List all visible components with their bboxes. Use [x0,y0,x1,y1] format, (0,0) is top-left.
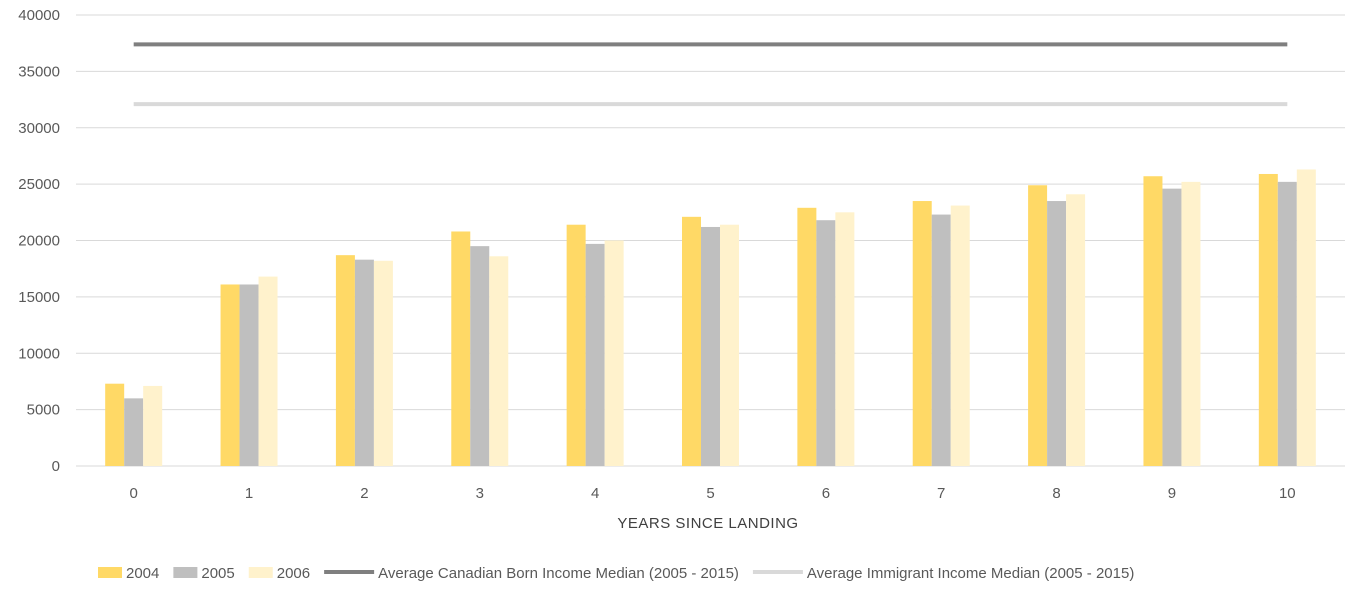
bar-2006-3 [489,256,509,466]
y-tick-label: 20000 [18,233,60,250]
x-tick-label: 7 [937,485,945,502]
legend-swatch [248,567,273,578]
y-tick-label: 0 [52,458,60,475]
legend-label: 2004 [126,565,159,582]
bar-2005-9 [1162,188,1182,466]
bar-2005-2 [354,259,374,466]
x-tick-label: 0 [130,485,138,502]
y-tick-label: 40000 [18,7,60,24]
bar-2005-10 [1277,181,1297,466]
bar-2004-4 [566,224,586,466]
x-axis: 0 1 2 3 4 5 6 7 8 9 10 [130,485,1296,502]
x-tick-label: 4 [591,485,599,502]
y-tick-label: 5000 [27,402,60,419]
bar-2006-2 [373,260,393,466]
bar-2006-6 [835,212,855,466]
bar-series [105,169,1316,467]
line-series [133,42,1288,107]
y-tick-label: 35000 [18,63,60,80]
bar-2004-0 [105,383,125,466]
bar-2005-4 [585,243,605,466]
x-tick-label: 10 [1279,485,1296,502]
bar-2005-7 [931,214,951,466]
bar-2004-5 [682,216,701,466]
bar-2005-6 [816,220,836,466]
y-tick-label: 30000 [18,120,60,137]
bar-2005-5 [701,226,720,466]
x-tick-label: 9 [1168,485,1176,502]
legend-swatch [98,567,122,578]
bar-2006-5 [720,224,739,466]
bar-2006-1 [258,276,278,466]
x-axis-title: YEARS SINCE LANDING [617,515,798,532]
bar-2006-9 [1181,181,1201,466]
bar-2004-8 [1028,185,1048,466]
bar-2004-2 [335,255,355,466]
legend-label: 2005 [201,565,234,582]
y-tick-label: 10000 [18,345,60,362]
legend: 2004 2005 2006 Average Canadian Born Income… [98,565,1134,582]
y-tick-label: 15000 [18,289,60,306]
bar-2005-1 [239,284,259,466]
bar-2004-10 [1258,173,1278,467]
bar-2006-4 [604,240,624,466]
bar-2005-0 [124,398,144,466]
legend-label: Average Canadian Born Income Median (200… [378,565,739,582]
x-tick-label: 3 [476,485,484,502]
bar-2004-1 [220,284,240,466]
x-tick-label: 5 [706,485,714,502]
x-tick-label: 8 [1052,485,1060,502]
y-axis: 0 5000 10000 15000 20000 25000 30000 35000 40000 [18,7,60,475]
legend-label: 2006 [277,565,310,582]
bar-2004-7 [912,201,932,466]
bar-2006-10 [1296,169,1316,466]
x-tick-label: 1 [245,485,253,502]
bar-2005-8 [1047,201,1067,466]
bar-2004-9 [1143,176,1163,467]
bar-2006-7 [950,205,970,467]
y-tick-label: 25000 [18,176,60,193]
legend-label: Average Immigrant Income Median (2005 - … [807,565,1134,582]
bar-2005-3 [470,246,490,466]
bar-2004-3 [451,231,471,466]
legend-swatch [173,567,198,578]
bar-2006-0 [143,385,163,466]
x-tick-label: 2 [360,485,368,502]
x-tick-label: 6 [822,485,830,502]
bar-2004-6 [797,207,817,467]
bar-2006-8 [1066,194,1086,466]
